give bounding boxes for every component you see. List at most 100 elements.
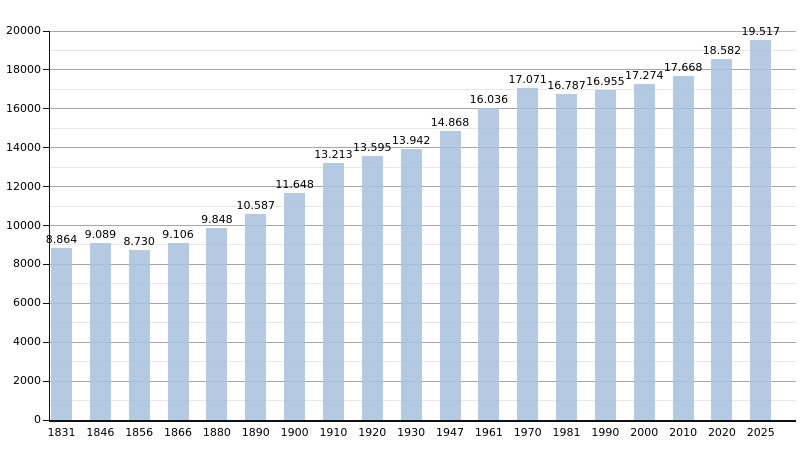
bar-value-label: 17.071 xyxy=(508,72,547,86)
y-tick-label: 20000 xyxy=(6,24,41,37)
y-axis-tick xyxy=(43,30,49,32)
plot-area: 0 2000 4000 6000 8000 10000 12000 14000 16000 180… xyxy=(6,24,796,439)
bar-value-label: 18.582 xyxy=(702,43,742,57)
bar-1831 xyxy=(51,247,72,420)
y-axis-tick xyxy=(43,302,49,304)
gridline-minor xyxy=(50,322,796,324)
x-tick-label: 1846 xyxy=(86,426,115,439)
x-tick-label: 1831 xyxy=(47,426,76,439)
bar-2000 xyxy=(633,84,655,420)
y-axis-tick xyxy=(43,69,49,71)
y-tick-label: 0 xyxy=(34,413,41,426)
bar-value-label: 13.595 xyxy=(353,140,392,154)
bar-value-label: 13.942 xyxy=(391,133,431,147)
bar-value-label: 13.213 xyxy=(314,148,353,162)
bar-1920 xyxy=(361,155,383,420)
bar-value-label: 9.089 xyxy=(84,228,117,242)
bar-value-label: 17.668 xyxy=(663,61,703,75)
y-tick-label: 14000 xyxy=(6,140,41,154)
bar-1910 xyxy=(322,163,344,420)
gridline-minor xyxy=(50,361,796,363)
gridline-major xyxy=(50,186,796,188)
x-tick-label: 1910 xyxy=(319,426,348,439)
gridline-major xyxy=(50,147,796,149)
gridline-major xyxy=(50,263,796,265)
bar-1866 xyxy=(167,242,189,420)
x-tick-label: 1856 xyxy=(125,426,154,439)
gridline-minor xyxy=(50,166,796,168)
bar-value-label: 10.587 xyxy=(236,199,276,213)
x-tick-label: 1961 xyxy=(474,426,503,439)
x-tick-label: 1990 xyxy=(591,426,620,439)
bar-1880 xyxy=(206,228,228,420)
y-axis-tick xyxy=(43,263,49,265)
bar-1930 xyxy=(400,148,422,420)
x-tick-label: 1890 xyxy=(241,426,270,439)
bar-1856 xyxy=(128,250,150,420)
x-tick-label: 1920 xyxy=(358,426,387,439)
y-axis-tick xyxy=(43,380,49,382)
gridline-minor xyxy=(50,49,796,51)
bar-value-label: 17.274 xyxy=(625,69,664,83)
bar-1890 xyxy=(245,214,267,420)
bar-value-label: 9.848 xyxy=(201,213,233,227)
y-tick-label: 18000 xyxy=(6,62,41,76)
bar-1970 xyxy=(517,87,539,420)
x-tick-label: 2020 xyxy=(707,426,736,439)
y-axis-tick xyxy=(43,147,49,149)
x-tick-label: 1880 xyxy=(202,426,231,439)
bar-1947 xyxy=(439,130,461,420)
x-tick-label: 2025 xyxy=(746,426,775,439)
y-tick-label: 2000 xyxy=(13,374,41,388)
bar-1900 xyxy=(284,193,306,420)
x-tick-label: 2010 xyxy=(669,426,698,439)
y-axis-tick xyxy=(43,225,49,226)
bar-value-label: 16.955 xyxy=(586,75,625,89)
gridline-major xyxy=(50,108,796,110)
x-tick-label: 1981 xyxy=(552,426,581,439)
gridline-minor xyxy=(50,283,796,285)
x-tick-label: 1866 xyxy=(164,426,193,439)
y-axis-tick xyxy=(43,108,49,110)
bar-value-label: 16.787 xyxy=(547,78,586,92)
bar-1990 xyxy=(594,90,616,420)
bar-value-label: 8.864 xyxy=(45,232,78,246)
y-tick-label: 16000 xyxy=(6,101,41,115)
gridline-minor xyxy=(50,127,796,129)
bar-value-label: 8.730 xyxy=(123,235,155,249)
bar-2020 xyxy=(711,58,733,420)
gridline-major xyxy=(50,341,796,343)
bar-value-label: 11.648 xyxy=(275,178,314,192)
bar-value-label: 14.868 xyxy=(430,115,470,129)
gridline-minor xyxy=(50,400,796,402)
gridline-major xyxy=(50,30,796,32)
y-tick-label: 4000 xyxy=(13,335,41,349)
bar-1846 xyxy=(89,243,111,420)
gridline-major xyxy=(50,380,796,382)
bar-2010 xyxy=(672,76,694,420)
y-tick-label: 6000 xyxy=(13,296,41,310)
gridline-minor xyxy=(50,88,796,90)
y-axis-tick xyxy=(43,186,49,188)
y-tick-label: 8000 xyxy=(13,257,41,271)
y-axis-tick xyxy=(43,341,49,343)
y-axis-tick xyxy=(43,419,49,421)
y-tick-label: 12000 xyxy=(6,179,41,193)
gridline-major xyxy=(50,225,796,226)
gridline-major xyxy=(50,302,796,304)
y-tick-label: 10000 xyxy=(6,218,41,232)
bar-1961 xyxy=(478,108,500,420)
x-tick-label: 1970 xyxy=(513,426,542,439)
bar-1981 xyxy=(556,93,578,420)
x-tick-label: 2000 xyxy=(630,426,659,439)
gridline-major xyxy=(50,69,796,71)
gridline-minor xyxy=(50,205,796,207)
gridline-minor xyxy=(50,244,796,246)
bar-value-label: 19.517 xyxy=(741,25,781,39)
x-tick-label: 1900 xyxy=(280,426,309,439)
x-tick-label: 1947 xyxy=(436,426,464,439)
bar-2025 xyxy=(750,40,772,420)
x-tick-label: 1930 xyxy=(397,426,426,439)
bar-value-label: 16.036 xyxy=(469,93,509,107)
